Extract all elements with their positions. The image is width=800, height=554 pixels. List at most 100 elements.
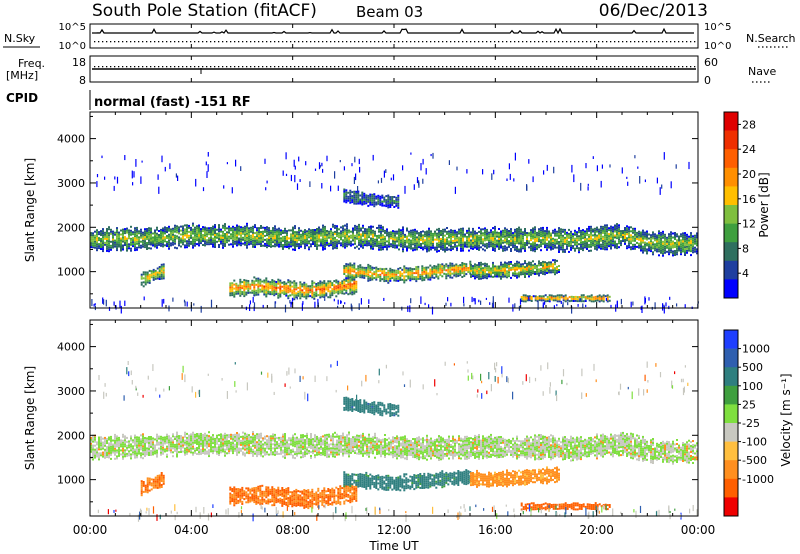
power-cell xyxy=(490,245,492,248)
power-cell xyxy=(484,274,486,277)
nsearch-dot xyxy=(154,41,156,43)
power-cell xyxy=(686,237,688,240)
power-cell xyxy=(310,245,312,248)
power-cell xyxy=(504,241,506,244)
vel-cell xyxy=(94,450,96,453)
power-cell xyxy=(240,234,242,237)
power-cell xyxy=(474,236,476,239)
power-cell xyxy=(694,238,696,241)
nave-dot xyxy=(510,66,512,68)
power-cell xyxy=(264,238,266,241)
power-cell xyxy=(536,235,538,238)
power-cell xyxy=(180,237,182,240)
power-cell xyxy=(646,244,648,247)
power-cell xyxy=(502,229,504,232)
power-cell xyxy=(528,299,531,302)
power-cell xyxy=(606,236,608,239)
nsearch-dot xyxy=(402,41,404,43)
power-cell xyxy=(369,279,372,282)
power-cell xyxy=(470,269,472,272)
power-cell xyxy=(548,300,551,303)
power-cell xyxy=(423,270,426,273)
power-cell xyxy=(168,235,170,238)
power-cell xyxy=(194,244,196,247)
power-cell xyxy=(664,239,666,242)
power-cell xyxy=(532,266,534,269)
power-cell xyxy=(312,239,314,241)
power-cell xyxy=(299,281,302,284)
power-cell xyxy=(210,237,212,239)
power-cell xyxy=(337,282,340,285)
power-cell xyxy=(636,233,638,236)
power-cell xyxy=(100,244,102,246)
power-cell xyxy=(343,288,346,291)
power-cell xyxy=(514,238,516,241)
power-cell xyxy=(516,246,518,248)
power-cell xyxy=(442,238,444,241)
power-cell xyxy=(570,230,572,233)
power-speckle xyxy=(688,161,690,170)
power-cell xyxy=(345,271,348,274)
power-cell xyxy=(116,235,118,238)
power-cell xyxy=(417,275,420,278)
power-speckle xyxy=(172,297,174,302)
power-cell xyxy=(442,236,444,239)
power-cell xyxy=(562,228,564,231)
power-cell xyxy=(461,272,464,274)
power-speckle xyxy=(573,174,575,183)
power-cell xyxy=(480,267,482,270)
power-cell xyxy=(126,239,128,242)
nsearch-dot xyxy=(682,41,684,43)
power-cell xyxy=(660,245,662,248)
power-cell xyxy=(472,273,474,276)
power-cell xyxy=(506,238,508,241)
nave-dot xyxy=(442,66,444,68)
power-cell xyxy=(394,246,396,249)
power-cell xyxy=(421,265,424,268)
power-cell xyxy=(383,204,386,207)
power-cell xyxy=(116,233,118,236)
power-cell xyxy=(346,229,348,232)
power-cell xyxy=(180,225,182,228)
power-cell xyxy=(118,233,120,236)
nsearch-dot xyxy=(238,41,240,43)
power-cell xyxy=(418,242,420,245)
power-cell xyxy=(391,196,394,198)
power-cell xyxy=(482,244,484,247)
power-speckle xyxy=(482,169,484,175)
power-cell xyxy=(694,250,696,253)
power-cell xyxy=(162,241,164,244)
power-cell xyxy=(602,231,604,234)
power-cell xyxy=(554,273,556,276)
power-cell xyxy=(381,196,384,199)
power-speckle xyxy=(161,299,163,307)
power-speckle xyxy=(661,184,663,189)
power-cell xyxy=(290,235,292,238)
power-cell xyxy=(340,234,342,237)
power-cell xyxy=(446,238,448,241)
power-cell xyxy=(568,250,570,253)
power-cell xyxy=(626,247,628,250)
power-cell xyxy=(385,267,388,270)
power-cell xyxy=(333,286,336,289)
power-cell xyxy=(305,295,308,298)
power-cell xyxy=(484,239,486,242)
power-cell xyxy=(544,242,546,245)
power-cell xyxy=(674,238,676,240)
power-cell xyxy=(462,243,464,246)
power-cell xyxy=(462,237,464,240)
power-cell xyxy=(252,229,254,232)
power-cell xyxy=(492,241,494,243)
nsearch-dot xyxy=(526,41,528,43)
power-cell xyxy=(453,268,456,271)
power-cell xyxy=(542,226,544,229)
power-cell xyxy=(498,275,500,278)
power-cell xyxy=(455,269,458,272)
power-cell xyxy=(296,237,298,240)
power-cell xyxy=(333,280,336,283)
power-cell xyxy=(321,293,324,296)
power-cell xyxy=(414,228,416,231)
power-cell xyxy=(312,243,314,245)
power-cell xyxy=(546,238,548,241)
power-cell xyxy=(319,296,322,299)
